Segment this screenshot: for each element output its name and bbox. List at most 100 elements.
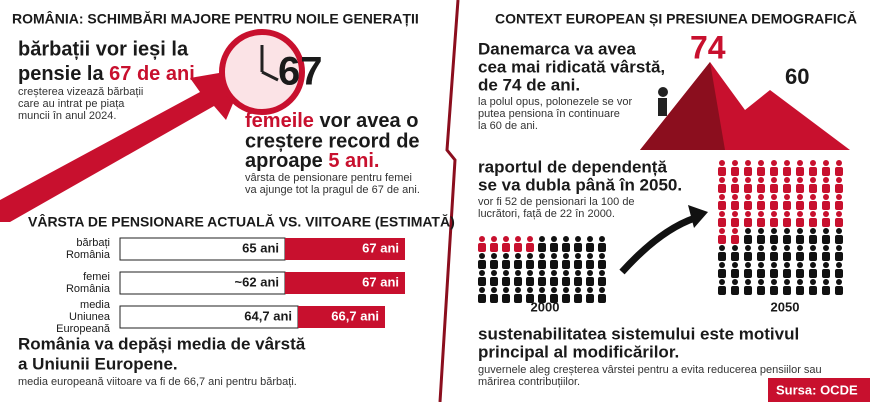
peak-low: 60 (785, 64, 809, 89)
person-icon (599, 253, 605, 259)
women-text: aproape 5 ani. (245, 150, 380, 172)
person-icon (718, 286, 726, 295)
person-icon (575, 253, 581, 259)
denmark-text: de 74 de ani. (478, 75, 580, 94)
person-icon (836, 279, 842, 285)
person-icon (757, 252, 765, 261)
person-icon (797, 245, 803, 251)
row-label: media (80, 299, 111, 311)
person-icon (599, 287, 605, 293)
person-icon (810, 160, 816, 166)
future-bar (285, 272, 405, 294)
person-icon (810, 245, 816, 251)
footer-note: media europeană viitoare va fi de 66,7 a… (18, 376, 297, 388)
person-icon (586, 294, 594, 303)
person-icon (490, 243, 498, 252)
person-icon (836, 228, 842, 234)
women-highlight: 5 ani. (328, 150, 379, 172)
person-icon (797, 211, 803, 217)
person-icon (784, 245, 790, 251)
person-icon (809, 269, 817, 278)
person-icon (538, 243, 546, 252)
person-icon (515, 253, 521, 259)
person-icon (758, 245, 764, 251)
person-icon (809, 235, 817, 244)
person-icon (502, 294, 510, 303)
men-text: pensie la 67 de ani. (18, 63, 200, 85)
person-icon (745, 177, 751, 183)
person-icon (823, 160, 829, 166)
person-icon (783, 286, 791, 295)
dependency-note: vor fi 52 de pensionari la 100 de (478, 196, 635, 208)
person-icon (562, 294, 570, 303)
person-icon (810, 194, 816, 200)
person-icon (514, 243, 522, 252)
person-icon (809, 218, 817, 227)
person-icon (551, 287, 557, 293)
person-icon (731, 252, 739, 261)
person-icon (732, 228, 738, 234)
person-icon (503, 270, 509, 276)
person-icon (731, 269, 739, 278)
person-icon (783, 235, 791, 244)
person-icon (771, 211, 777, 217)
person-icon (770, 252, 778, 261)
person-icon (598, 243, 606, 252)
person-icon (551, 253, 557, 259)
person-icon (784, 194, 790, 200)
person-icon (732, 279, 738, 285)
person-icon (490, 260, 498, 269)
person-icon (757, 235, 765, 244)
person-icon (502, 260, 510, 269)
person-icon (515, 270, 521, 276)
person-icon (757, 167, 765, 176)
person-icon (784, 177, 790, 183)
person-icon (538, 260, 546, 269)
person-icon (587, 253, 593, 259)
person-icon (515, 236, 521, 242)
person-icon (586, 260, 594, 269)
person-icon (719, 228, 725, 234)
person-icon (731, 286, 739, 295)
person-icon (744, 218, 752, 227)
person-icon (822, 235, 830, 244)
person-icon (731, 201, 739, 210)
person-icon (797, 194, 803, 200)
person-icon (796, 201, 804, 210)
person-icon (718, 201, 726, 210)
row-label: bărbați (76, 237, 110, 249)
person-icon (797, 262, 803, 268)
person-icon (478, 294, 486, 303)
person-icon (784, 160, 790, 166)
person-icon (598, 277, 606, 286)
person-icon (809, 201, 817, 210)
person-icon (771, 279, 777, 285)
person-icon (550, 243, 558, 252)
dependency-text: raportul de dependență (478, 157, 667, 176)
person-icon (836, 211, 842, 217)
future-value: 66,7 ani (331, 308, 379, 323)
person-icon (719, 177, 725, 183)
person-icon (732, 262, 738, 268)
person-icon (599, 236, 605, 242)
footer-text: România va depăși media de vârstă (18, 334, 306, 353)
person-icon (771, 228, 777, 234)
person-icon (809, 167, 817, 176)
rising-arrow (0, 68, 248, 222)
person-icon (563, 270, 569, 276)
person-icon (744, 167, 752, 176)
person-icon (771, 245, 777, 251)
person-icon (835, 184, 843, 193)
peak-high: 74 (690, 29, 726, 65)
person-icon (527, 287, 533, 293)
person-icon (822, 218, 830, 227)
denmark-text: Danemarca va avea (478, 39, 636, 58)
person-icon (719, 194, 725, 200)
year-label: 2000 (531, 299, 560, 314)
person-icon (745, 245, 751, 251)
person-icon (515, 287, 521, 293)
person-icon (796, 167, 804, 176)
sustainability-text: principal al modificărilor. (478, 342, 679, 361)
person-icon (732, 245, 738, 251)
women-text: aproape (245, 150, 328, 172)
